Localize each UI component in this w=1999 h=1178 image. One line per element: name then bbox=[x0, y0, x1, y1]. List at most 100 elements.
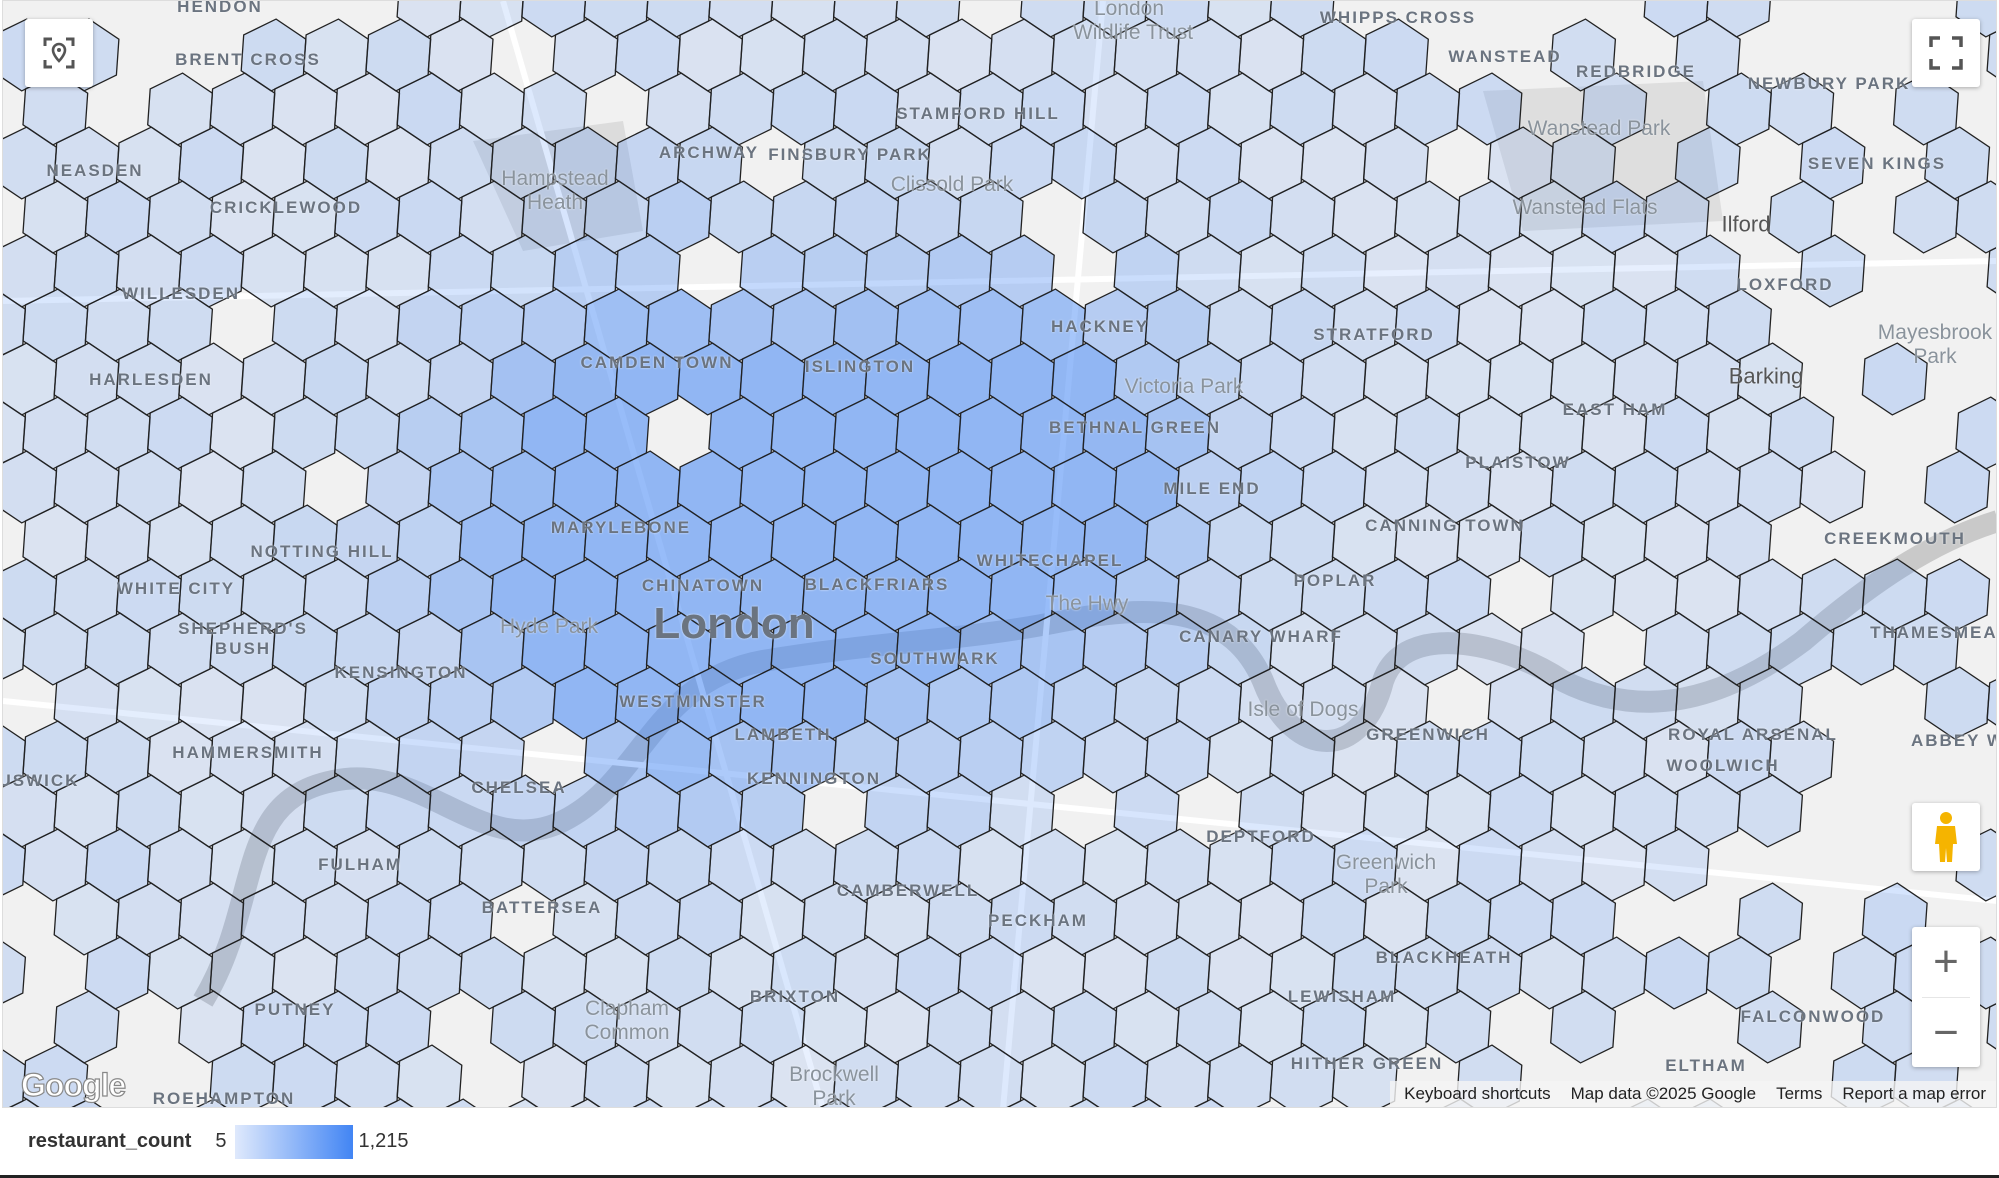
hex-cell[interactable] bbox=[1986, 991, 1997, 1063]
report-map-error-link[interactable]: Report a map error bbox=[1842, 1084, 1986, 1103]
hex-cell[interactable] bbox=[1924, 450, 1991, 524]
hex-cell[interactable] bbox=[1114, 1098, 1179, 1108]
hex-cell[interactable] bbox=[708, 72, 775, 146]
hex-cell[interactable] bbox=[304, 1098, 369, 1108]
hex-cell[interactable] bbox=[614, 342, 681, 416]
hex-cell[interactable] bbox=[770, 720, 837, 794]
keyboard-shortcuts-link[interactable]: Keyboard shortcuts bbox=[1404, 1084, 1551, 1103]
hex-cell[interactable] bbox=[1020, 720, 1087, 794]
map-data-text: Map data ©2025 Google bbox=[1570, 1084, 1757, 1103]
hex-cell[interactable] bbox=[178, 234, 245, 308]
zoom-control: + − bbox=[1912, 927, 1980, 1067]
hex-cell[interactable] bbox=[1456, 936, 1523, 1010]
hex-cell[interactable] bbox=[1581, 828, 1648, 902]
hex-cell[interactable] bbox=[1705, 1, 1772, 38]
hex-cell[interactable] bbox=[1737, 774, 1804, 848]
hex-cell[interactable] bbox=[3, 613, 27, 685]
hex-cell[interactable] bbox=[1052, 1098, 1117, 1108]
zoom-in-button[interactable]: + bbox=[1933, 937, 1959, 986]
hex-cell[interactable] bbox=[645, 180, 712, 254]
hex-cell[interactable] bbox=[179, 1098, 244, 1108]
locate-button[interactable] bbox=[25, 19, 93, 87]
hex-cell[interactable] bbox=[1986, 19, 1997, 91]
hex-cell[interactable] bbox=[54, 1098, 119, 1108]
map-canvas[interactable]: HENDON BRENT CROSS NEASDEN CRICKLEWOOD WILLE… bbox=[2, 0, 1997, 1108]
hex-cell[interactable] bbox=[1581, 936, 1648, 1010]
hex-cell[interactable] bbox=[1362, 990, 1429, 1064]
hex-cell[interactable] bbox=[53, 990, 120, 1064]
hex-cell[interactable] bbox=[1768, 612, 1835, 686]
hex-cell[interactable] bbox=[1861, 342, 1928, 416]
park-area bbox=[1483, 81, 1723, 231]
hex-cell[interactable] bbox=[1394, 72, 1461, 146]
hex-cell[interactable] bbox=[1955, 180, 1997, 254]
fullscreen-button[interactable] bbox=[1912, 19, 1980, 87]
hex-cell[interactable] bbox=[1799, 126, 1866, 200]
hex-cell[interactable] bbox=[988, 126, 1055, 200]
hex-cell[interactable] bbox=[366, 1098, 431, 1108]
river-thames bbox=[193, 510, 1996, 1007]
hex-cell[interactable] bbox=[271, 396, 338, 470]
hex-cell[interactable] bbox=[3, 829, 27, 901]
hex-cell[interactable] bbox=[802, 1098, 867, 1108]
hex-cell[interactable] bbox=[458, 828, 525, 902]
street-view-button[interactable] bbox=[1912, 803, 1980, 871]
hex-cell[interactable] bbox=[1924, 558, 1991, 632]
hex-cell[interactable] bbox=[1737, 990, 1804, 1064]
hex-cell[interactable] bbox=[1207, 1044, 1274, 1108]
hex-cell[interactable] bbox=[1768, 720, 1835, 794]
legend-min: 5 bbox=[215, 1130, 227, 1152]
hex-cell[interactable] bbox=[1986, 667, 1997, 739]
hex-cell[interactable] bbox=[1986, 235, 1997, 307]
color-legend: restaurant_count 5 1,215 bbox=[0, 1108, 1999, 1178]
hex-cell[interactable] bbox=[865, 1098, 930, 1108]
hex-cell[interactable] bbox=[3, 1098, 57, 1108]
legend-max: 1,215 bbox=[358, 1130, 409, 1152]
hex-cell[interactable] bbox=[1955, 396, 1997, 470]
hex-cell[interactable] bbox=[1581, 72, 1648, 146]
hex-cell[interactable] bbox=[927, 1098, 992, 1108]
hex-cell[interactable] bbox=[428, 1098, 493, 1108]
hex-cell[interactable] bbox=[1737, 450, 1804, 524]
hex-cell[interactable] bbox=[553, 1098, 618, 1108]
hex-cell[interactable] bbox=[1550, 558, 1617, 632]
fullscreen-icon bbox=[1929, 36, 1963, 70]
hex-cell[interactable] bbox=[1830, 612, 1897, 686]
attribution-bar: Keyboard shortcuts Map data ©2025 Google… bbox=[1390, 1081, 1996, 1107]
hex-cell[interactable] bbox=[990, 1098, 1055, 1108]
hex-cell[interactable] bbox=[1177, 1098, 1242, 1108]
hex-cell[interactable] bbox=[1550, 990, 1617, 1064]
hex-cell[interactable] bbox=[678, 1098, 743, 1108]
zoom-out-button[interactable]: − bbox=[1933, 1008, 1959, 1057]
hex-cell[interactable] bbox=[1674, 774, 1741, 848]
hex-cell[interactable] bbox=[1456, 504, 1523, 578]
hex-cell[interactable] bbox=[740, 1098, 805, 1108]
my-location-icon bbox=[43, 37, 75, 69]
hex-cell[interactable] bbox=[1955, 1, 1997, 38]
hex-cell[interactable] bbox=[396, 936, 463, 1010]
hex-cell[interactable] bbox=[490, 666, 557, 740]
hex-cell[interactable] bbox=[1799, 234, 1866, 308]
hex-cell[interactable] bbox=[1892, 180, 1959, 254]
hex-cell[interactable] bbox=[1394, 612, 1461, 686]
hex-cell[interactable] bbox=[84, 936, 151, 1010]
hex-layer bbox=[3, 1, 1997, 1108]
hex-cell[interactable] bbox=[209, 1044, 276, 1108]
hex-cell[interactable] bbox=[552, 18, 619, 92]
hex-cell[interactable] bbox=[1144, 720, 1211, 794]
terms-link[interactable]: Terms bbox=[1776, 1084, 1823, 1103]
legend-title: restaurant_count bbox=[28, 1130, 192, 1152]
hex-cell[interactable] bbox=[1799, 450, 1866, 524]
legend-gradient-bar bbox=[234, 1124, 353, 1159]
hex-cell[interactable] bbox=[3, 937, 27, 1009]
hex-cell[interactable] bbox=[491, 1098, 556, 1108]
hex-cell[interactable] bbox=[1674, 126, 1741, 200]
hex-cell[interactable] bbox=[1737, 882, 1804, 956]
hex-cell[interactable] bbox=[1705, 72, 1772, 146]
hex-cell[interactable] bbox=[458, 1, 525, 38]
hex-cell[interactable] bbox=[615, 1098, 680, 1108]
hex-cell[interactable] bbox=[1924, 666, 1991, 740]
hex-cell[interactable] bbox=[1269, 1044, 1336, 1108]
hex-cell[interactable] bbox=[1643, 936, 1710, 1010]
hex-cell[interactable] bbox=[1643, 828, 1710, 902]
